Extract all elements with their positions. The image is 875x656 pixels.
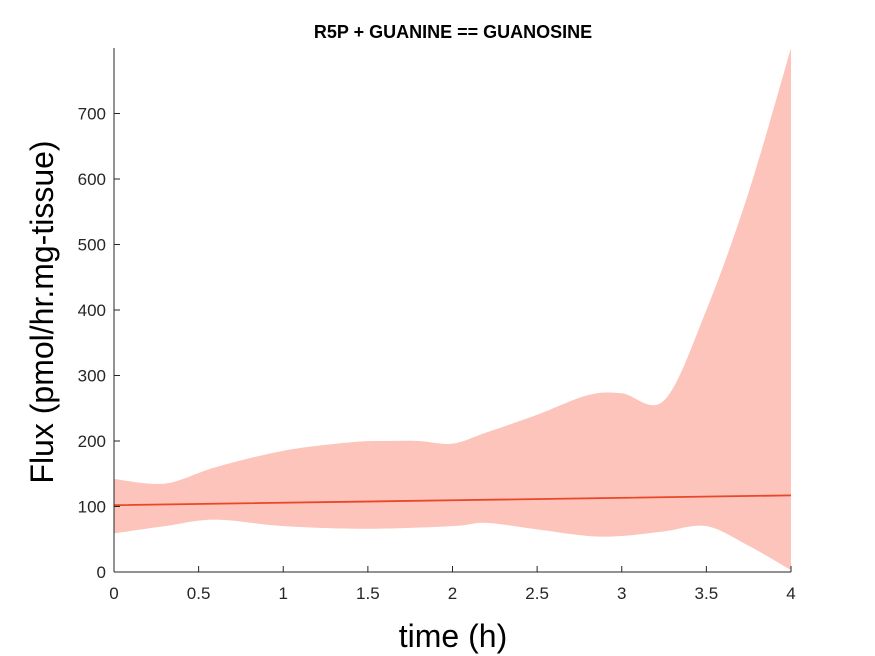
x-tick-label: 1	[279, 584, 288, 603]
x-tick-label: 1.5	[356, 584, 380, 603]
y-tick-label: 400	[78, 301, 106, 320]
axis-layer: 0 0.5 1 1.5 2 2.5 3 3.5 4 0 100 200 300 400 500 600 700	[78, 48, 796, 603]
y-tick-label: 0	[97, 563, 106, 582]
x-tick-label: 3.5	[695, 584, 719, 603]
y-tick-label: 200	[78, 432, 106, 451]
flux-line	[113, 494, 792, 507]
band-layer	[114, 48, 791, 571]
y-axis-label: Flux (pmol/hr.mg-tissue)	[24, 140, 60, 483]
x-tick-label: 0	[109, 584, 118, 603]
x-axis-label: time (h)	[399, 618, 507, 654]
y-tick-label: 300	[78, 367, 106, 386]
y-tick-label: 500	[78, 236, 106, 255]
confidence-band	[114, 48, 791, 571]
y-tick-label: 100	[78, 498, 106, 517]
x-tick-label: 3	[617, 584, 626, 603]
x-tick-label: 0.5	[187, 584, 211, 603]
chart-title: R5P + GUANINE == GUANOSINE	[314, 22, 592, 42]
x-tick-label: 4	[786, 584, 795, 603]
x-tick-label: 2	[448, 584, 457, 603]
line-layer	[113, 494, 792, 507]
y-tick-label: 700	[78, 105, 106, 124]
x-tick-label: 2.5	[525, 584, 549, 603]
y-tick-label: 600	[78, 170, 106, 189]
